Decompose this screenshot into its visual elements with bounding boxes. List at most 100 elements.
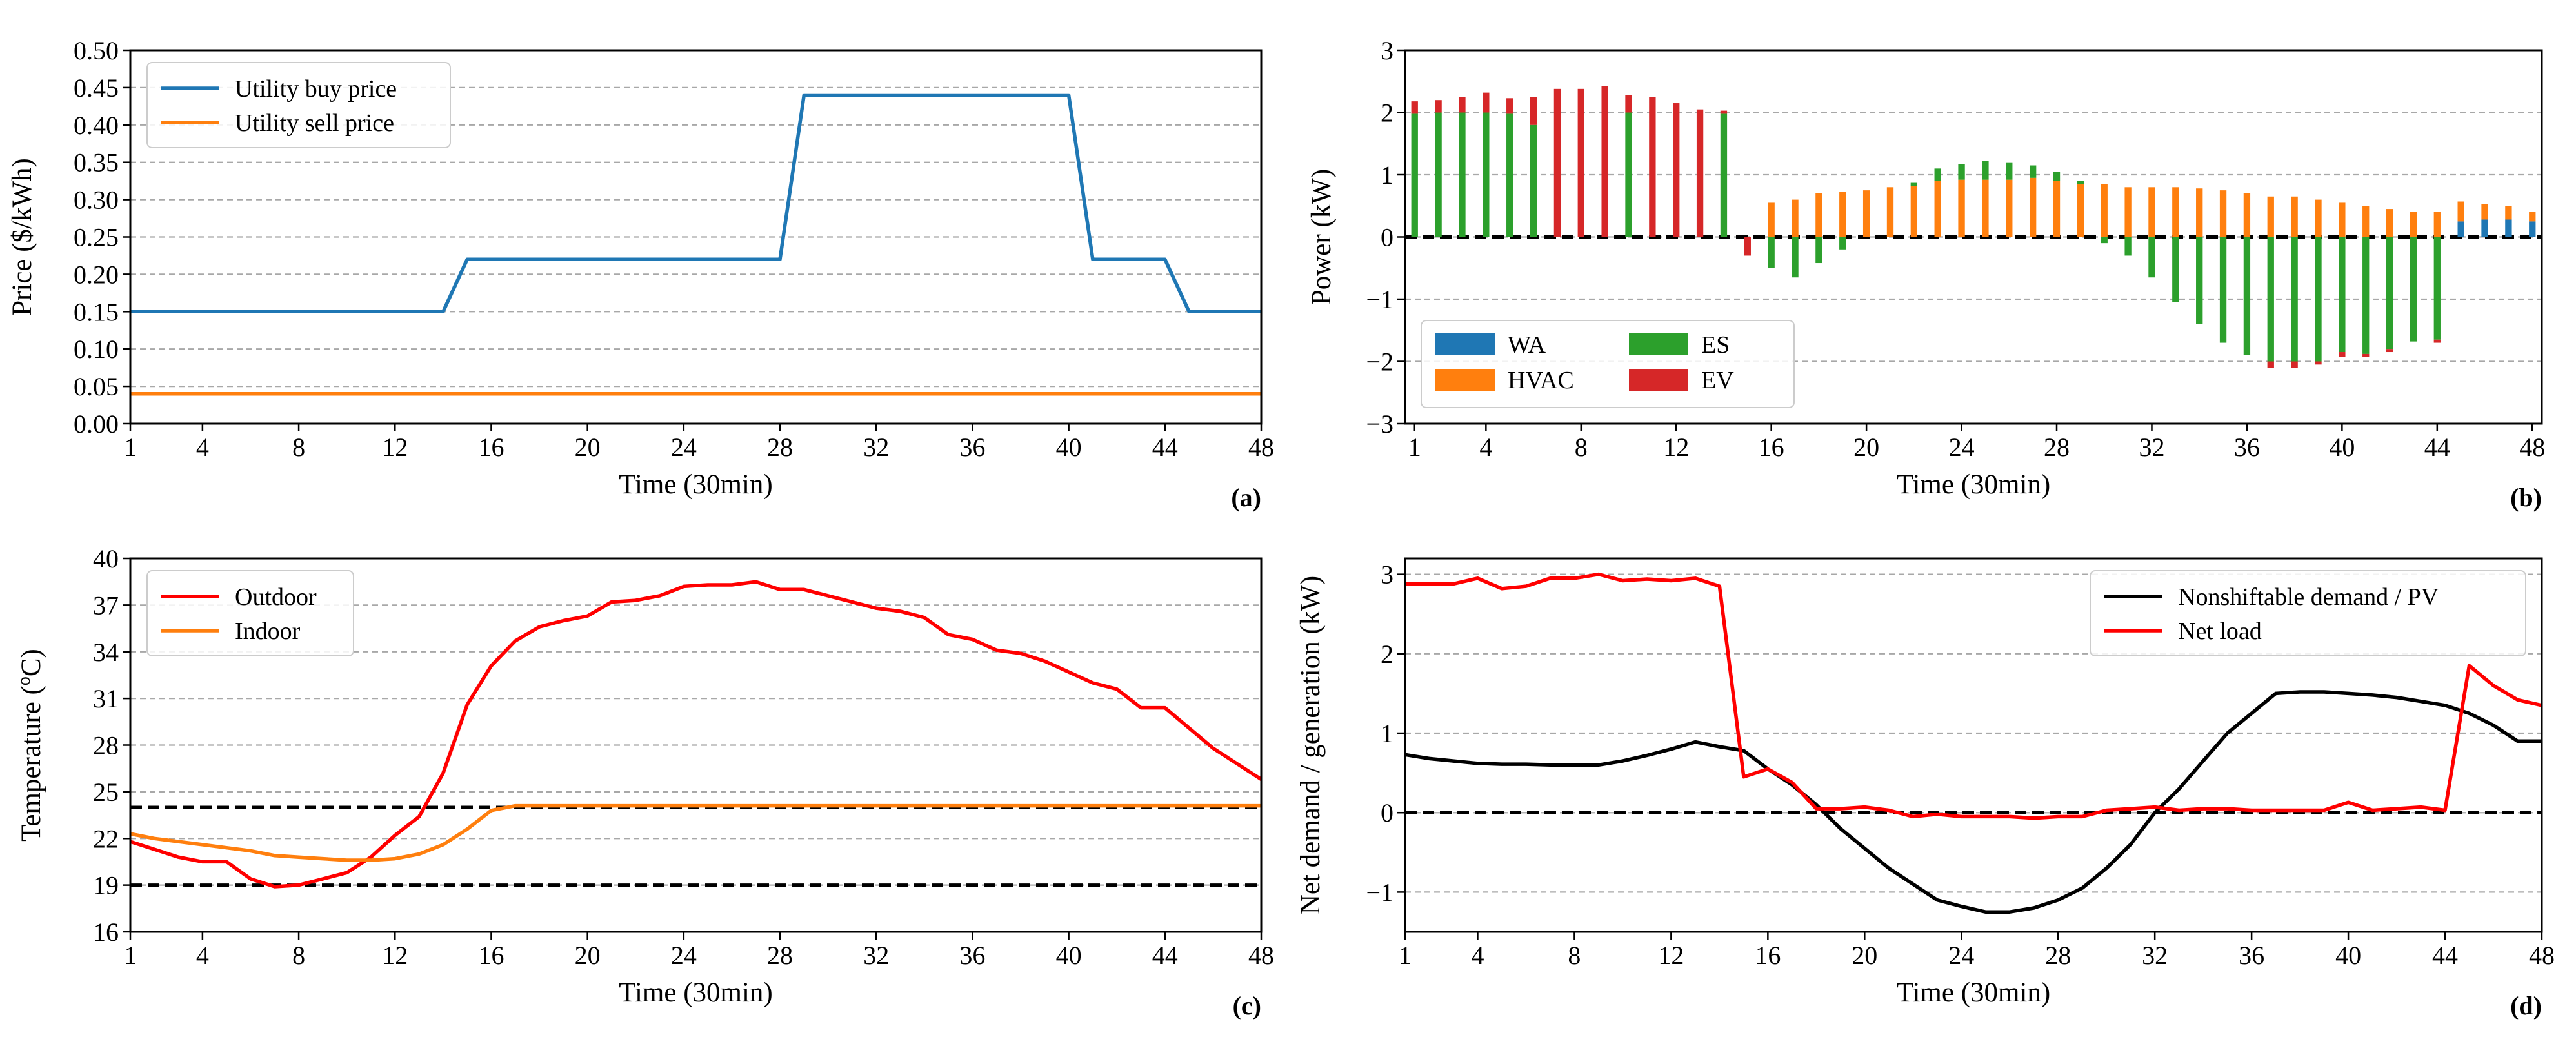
x-axis-label: Time (30min)	[1897, 469, 2051, 500]
x-tick-label: 8	[292, 941, 305, 970]
x-tick-label: 4	[1479, 433, 1492, 462]
series-line-nonshiftable-demand-pv	[1404, 690, 2542, 914]
bar-hvac-t35	[2219, 190, 2227, 237]
bar-es-t43	[2410, 237, 2417, 342]
y-tick-label: 31	[93, 684, 119, 713]
bar-hvac-t37	[2267, 196, 2274, 237]
bar-es-t36	[2243, 237, 2251, 355]
bar-hvac-t27	[2029, 177, 2037, 237]
legend-box	[2090, 570, 2526, 656]
bar-es-t38	[2291, 237, 2298, 362]
legend: Nonshiftable demand / PV Net load	[2090, 570, 2526, 656]
bar-es-t19	[1839, 237, 1846, 250]
bar-es-t39	[2315, 237, 2322, 362]
x-tick-label: 44	[1152, 941, 1178, 970]
bar-ev-t7	[1553, 88, 1561, 237]
bar-es-t41	[2362, 237, 2370, 354]
x-axis-label: Time (30min)	[1897, 978, 2051, 1008]
bar-hvac-t23	[1934, 181, 1941, 237]
bar-es-t3	[1459, 112, 1466, 237]
y-tick-label: 40	[93, 544, 119, 573]
x-tick-label: 32	[863, 433, 889, 462]
bar-hvac-t41	[2362, 206, 2370, 237]
x-axis-label: Time (30min)	[619, 469, 773, 500]
bar-ev-t9	[1601, 86, 1608, 237]
x-tick-label: 1	[1399, 941, 1412, 970]
x-tick-label: 12	[1663, 433, 1689, 462]
y-tick-label: 28	[93, 731, 119, 760]
x-tick-label: 36	[959, 941, 985, 970]
bar-ev-t41	[2362, 353, 2370, 357]
y-axis-label: Net demand / generation (kW)	[1295, 576, 1326, 914]
x-tick-label: 4	[1471, 941, 1484, 970]
x-tick-label: 32	[2142, 941, 2168, 970]
bar-es-t35	[2219, 237, 2227, 343]
x-tick-label: 36	[959, 433, 985, 462]
x-tick-label: 16	[478, 941, 504, 970]
bar-es-t14	[1720, 113, 1728, 237]
panel-label: (b)	[2510, 483, 2542, 512]
x-tick-label: 48	[1248, 941, 1274, 970]
bar-ev-t39	[2315, 361, 2322, 365]
bar-es-t23	[1934, 168, 1941, 181]
y-tick-label: 25	[93, 778, 119, 807]
bar-es-t33	[2172, 237, 2179, 302]
bar-es-t34	[2196, 237, 2203, 324]
series-line-outdoor	[130, 580, 1263, 889]
bar-hvac-t18	[1815, 193, 1822, 237]
x-tick-label: 16	[478, 433, 504, 462]
legend-label-es: ES	[1701, 331, 1730, 359]
bar-hvac-t19	[1839, 192, 1846, 237]
bar-hvac-t16	[1768, 202, 1775, 237]
y-tick-label: 34	[93, 638, 119, 667]
bar-es-t18	[1815, 237, 1822, 264]
bar-es-t16	[1768, 237, 1775, 268]
legend-label-0: Utility buy price	[235, 75, 397, 103]
legend-label-1: Indoor	[235, 618, 301, 645]
series-line-net-load	[1405, 572, 2542, 820]
y-tick-label: 3	[1381, 36, 1393, 65]
x-tick-label: 40	[1056, 941, 1082, 970]
bar-hvac-t44	[2433, 212, 2441, 237]
bar-hvac-t40	[2339, 202, 2346, 237]
x-tick-label: 48	[2529, 941, 2555, 970]
bar-ev-t44	[2433, 339, 2441, 343]
legend-box	[146, 570, 354, 656]
bar-es-t37	[2267, 237, 2274, 362]
y-tick-label: 1	[1381, 719, 1393, 748]
bar-hvac-t39	[2315, 199, 2322, 237]
y-tick-label: −2	[1366, 348, 1393, 377]
y-tick-label: 0.45	[74, 74, 119, 103]
bar-hvac-t28	[2053, 181, 2061, 237]
legend-label-hvac: HVAC	[1508, 367, 1574, 394]
bar-es-t27	[2029, 165, 2037, 178]
bar-hvac-t29	[2077, 184, 2084, 237]
bar-hvac-t26	[2006, 179, 2013, 237]
x-tick-label: 4	[196, 433, 209, 462]
x-tick-label: 40	[1056, 433, 1082, 462]
x-tick-label: 28	[2044, 433, 2070, 462]
bar-hvac-t31	[2124, 187, 2132, 237]
x-tick-label: 4	[196, 941, 209, 970]
bar-ev-t38	[2291, 361, 2298, 368]
bar-ev-t6	[1530, 97, 1537, 125]
legend-label-wa: WA	[1508, 331, 1546, 359]
y-tick-label: 16	[93, 918, 119, 947]
x-tick-label: 40	[2335, 941, 2361, 970]
bar-hvac-t45	[2457, 201, 2464, 222]
x-tick-label: 12	[1658, 941, 1684, 970]
y-tick-label: 19	[93, 871, 119, 900]
x-tick-label: 8	[1568, 941, 1581, 970]
bar-wa-t45	[2457, 221, 2464, 237]
x-tick-label: 16	[1755, 941, 1781, 970]
legend-label-1: Utility sell price	[235, 110, 394, 137]
x-tick-label: 20	[575, 433, 601, 462]
x-tick-label: 24	[1948, 941, 1974, 970]
bar-es-t29	[2077, 181, 2084, 184]
bar-ev-t3	[1459, 97, 1466, 113]
x-tick-label: 12	[382, 941, 408, 970]
x-tick-label: 20	[1853, 433, 1879, 462]
x-tick-label: 24	[1949, 433, 1975, 462]
y-tick-label: 0.05	[74, 372, 119, 401]
